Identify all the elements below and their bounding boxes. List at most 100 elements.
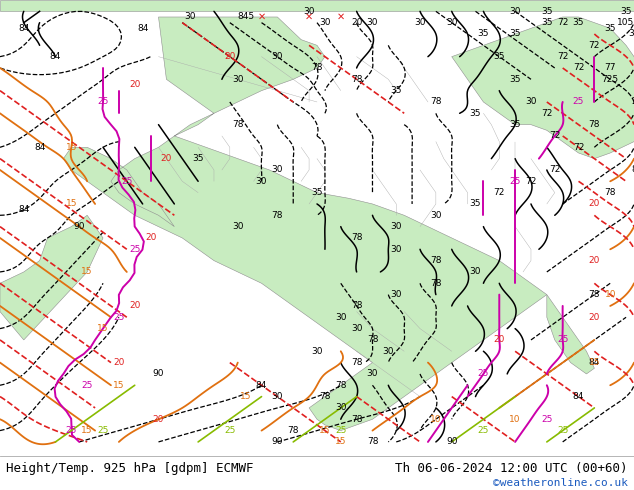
Text: 10: 10 — [430, 415, 442, 424]
Text: 35: 35 — [493, 52, 505, 61]
Text: 30: 30 — [303, 7, 315, 16]
Text: 35: 35 — [628, 29, 634, 39]
Text: 20: 20 — [589, 256, 600, 265]
Text: 78: 78 — [430, 256, 442, 265]
Text: 20: 20 — [129, 301, 140, 311]
Text: 78: 78 — [366, 438, 378, 446]
Text: 78: 78 — [588, 120, 600, 129]
Text: 25: 25 — [478, 369, 489, 378]
Text: 78: 78 — [351, 75, 363, 84]
Text: ©weatheronline.co.uk: ©weatheronline.co.uk — [493, 478, 628, 489]
Text: 25: 25 — [82, 381, 93, 390]
Text: 25: 25 — [129, 245, 140, 254]
Text: 72: 72 — [589, 41, 600, 50]
Text: 20: 20 — [161, 154, 172, 163]
Text: Height/Temp. 925 hPa [gdpm] ECMWF: Height/Temp. 925 hPa [gdpm] ECMWF — [6, 462, 254, 475]
Text: 84: 84 — [18, 24, 29, 33]
Text: 78: 78 — [287, 426, 299, 435]
Text: 35: 35 — [311, 188, 323, 197]
Text: 15: 15 — [65, 199, 77, 208]
Text: 10: 10 — [509, 415, 521, 424]
Text: 30: 30 — [446, 18, 458, 27]
Text: 35: 35 — [470, 109, 481, 118]
Polygon shape — [547, 294, 595, 374]
Text: 78: 78 — [232, 120, 243, 129]
Text: 35: 35 — [391, 86, 402, 95]
Text: 30: 30 — [366, 18, 378, 27]
Text: 15: 15 — [588, 358, 600, 367]
Text: 84: 84 — [256, 381, 267, 390]
Text: 35: 35 — [477, 29, 489, 39]
Text: 845: 845 — [237, 13, 254, 22]
Text: 72: 72 — [494, 188, 505, 197]
Polygon shape — [0, 0, 634, 11]
Text: 25: 25 — [573, 98, 584, 106]
Text: 35: 35 — [541, 7, 553, 16]
Text: 78: 78 — [319, 392, 331, 401]
Text: ✕: ✕ — [305, 12, 313, 22]
Text: 84: 84 — [589, 358, 600, 367]
Text: 78: 78 — [430, 279, 442, 288]
Text: 15: 15 — [113, 381, 125, 390]
Text: 15: 15 — [81, 426, 93, 435]
Text: 25: 25 — [557, 336, 568, 344]
Text: 25: 25 — [335, 426, 346, 435]
Text: 84: 84 — [34, 143, 45, 152]
Text: 30: 30 — [470, 268, 481, 276]
Text: 15: 15 — [65, 143, 77, 152]
Polygon shape — [0, 215, 103, 340]
Text: 30: 30 — [391, 245, 402, 254]
Text: 35: 35 — [192, 154, 204, 163]
Text: 20: 20 — [589, 199, 600, 208]
Text: 30: 30 — [414, 18, 426, 27]
Text: 30: 30 — [430, 211, 442, 220]
Text: 35: 35 — [604, 24, 616, 33]
Text: 15: 15 — [335, 438, 347, 446]
Text: 30: 30 — [335, 403, 347, 413]
Text: 84: 84 — [18, 205, 29, 214]
Text: 105: 105 — [618, 18, 634, 27]
Text: 90: 90 — [74, 222, 85, 231]
Text: 72: 72 — [549, 166, 560, 174]
Polygon shape — [63, 17, 547, 431]
Text: 90: 90 — [446, 438, 458, 446]
Text: 15: 15 — [81, 268, 93, 276]
Text: 25: 25 — [541, 415, 552, 424]
Text: 90: 90 — [153, 369, 164, 378]
Text: 30: 30 — [382, 347, 394, 356]
Text: 10: 10 — [604, 290, 616, 299]
Text: 35: 35 — [509, 29, 521, 39]
Text: 35: 35 — [541, 18, 553, 27]
Text: 72: 72 — [573, 143, 584, 152]
Text: 78: 78 — [430, 98, 442, 106]
Text: 25: 25 — [121, 177, 133, 186]
Text: 20: 20 — [129, 80, 140, 90]
Text: 30: 30 — [335, 313, 347, 322]
Text: 30: 30 — [391, 222, 402, 231]
Text: 20: 20 — [145, 233, 156, 243]
Text: 30: 30 — [351, 324, 363, 333]
Text: 25: 25 — [557, 426, 568, 435]
Text: 20: 20 — [113, 358, 124, 367]
Text: ✕: ✕ — [257, 12, 266, 22]
Text: 30: 30 — [256, 177, 268, 186]
Text: 84: 84 — [573, 392, 584, 401]
Text: 20: 20 — [351, 18, 362, 27]
Text: 72: 72 — [557, 18, 568, 27]
Text: 77: 77 — [604, 64, 616, 73]
Text: 25: 25 — [113, 313, 124, 322]
Text: 15: 15 — [240, 392, 252, 401]
Text: 8: 8 — [631, 166, 634, 174]
Text: 30: 30 — [184, 13, 196, 22]
Text: 30: 30 — [232, 222, 243, 231]
Text: 84: 84 — [50, 52, 61, 61]
Text: 35: 35 — [470, 199, 481, 208]
Text: 78: 78 — [351, 358, 363, 367]
Text: 78: 78 — [366, 336, 378, 344]
Text: 72: 72 — [549, 131, 560, 141]
Text: 20: 20 — [589, 313, 600, 322]
Text: 2: 2 — [631, 98, 634, 106]
Text: 90: 90 — [271, 438, 283, 446]
Text: 78: 78 — [271, 211, 283, 220]
Text: 30: 30 — [311, 347, 323, 356]
